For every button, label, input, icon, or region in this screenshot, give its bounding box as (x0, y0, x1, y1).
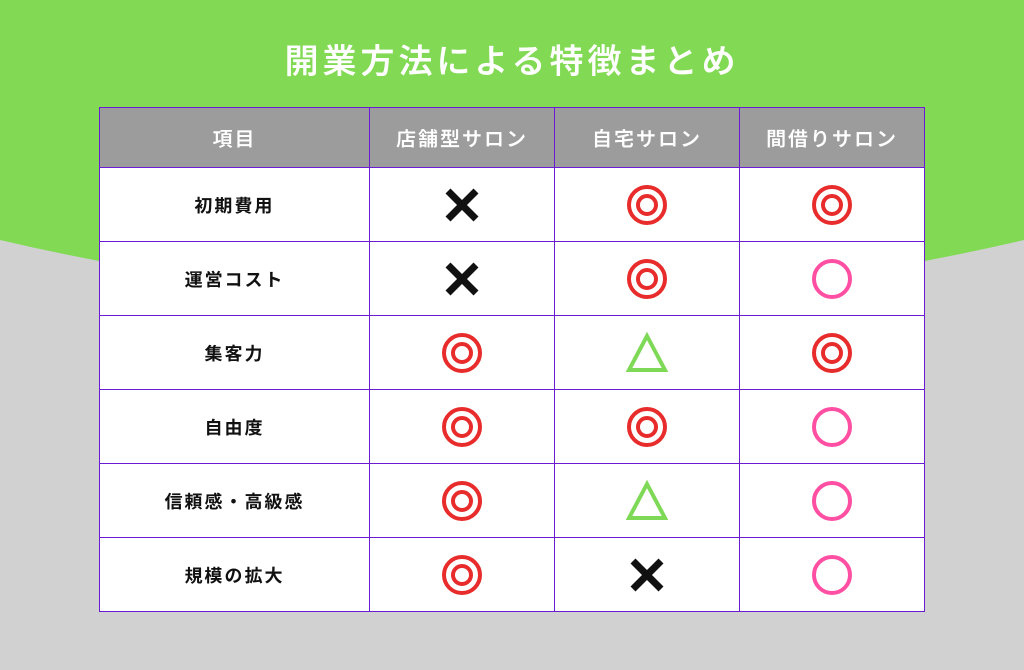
mark-double-circle (370, 538, 555, 612)
mark-double-circle (555, 242, 740, 316)
mark-triangle (555, 464, 740, 538)
row-label: 信頼感・高級感 (100, 464, 370, 538)
col-header-item: 項目 (100, 108, 370, 168)
mark-double-circle (370, 390, 555, 464)
mark-double-circle (370, 316, 555, 390)
mark-cross (370, 168, 555, 242)
mark-cross (555, 538, 740, 612)
comparison-table: 項目 店舗型サロン 自宅サロン 間借りサロン 初期費用 運営コスト 集客力 (99, 107, 925, 612)
mark-double-circle (740, 168, 925, 242)
col-header-home: 自宅サロン (555, 108, 740, 168)
mark-double-circle (370, 464, 555, 538)
row-label: 自由度 (100, 390, 370, 464)
table-row: 運営コスト (100, 242, 925, 316)
row-label: 規模の拡大 (100, 538, 370, 612)
mark-circle-pink (740, 464, 925, 538)
row-label: 初期費用 (100, 168, 370, 242)
col-header-sublet: 間借りサロン (740, 108, 925, 168)
table-header-row: 項目 店舗型サロン 自宅サロン 間借りサロン (100, 108, 925, 168)
table-row: 信頼感・高級感 (100, 464, 925, 538)
table-row: 集客力 (100, 316, 925, 390)
mark-double-circle (555, 168, 740, 242)
mark-cross (370, 242, 555, 316)
col-header-storefront: 店舗型サロン (370, 108, 555, 168)
mark-circle-pink (740, 538, 925, 612)
mark-double-circle (555, 390, 740, 464)
table-row: 初期費用 (100, 168, 925, 242)
row-label: 運営コスト (100, 242, 370, 316)
mark-circle-pink (740, 242, 925, 316)
mark-double-circle (740, 316, 925, 390)
mark-triangle (555, 316, 740, 390)
page-title: 開業方法による特徴まとめ (0, 34, 1024, 83)
infographic-stage: 開業方法による特徴まとめ 項目 店舗型サロン 自宅サロン 間借りサロン 初期費用… (0, 0, 1024, 670)
table-row: 自由度 (100, 390, 925, 464)
row-label: 集客力 (100, 316, 370, 390)
table-row: 規模の拡大 (100, 538, 925, 612)
mark-circle-pink (740, 390, 925, 464)
